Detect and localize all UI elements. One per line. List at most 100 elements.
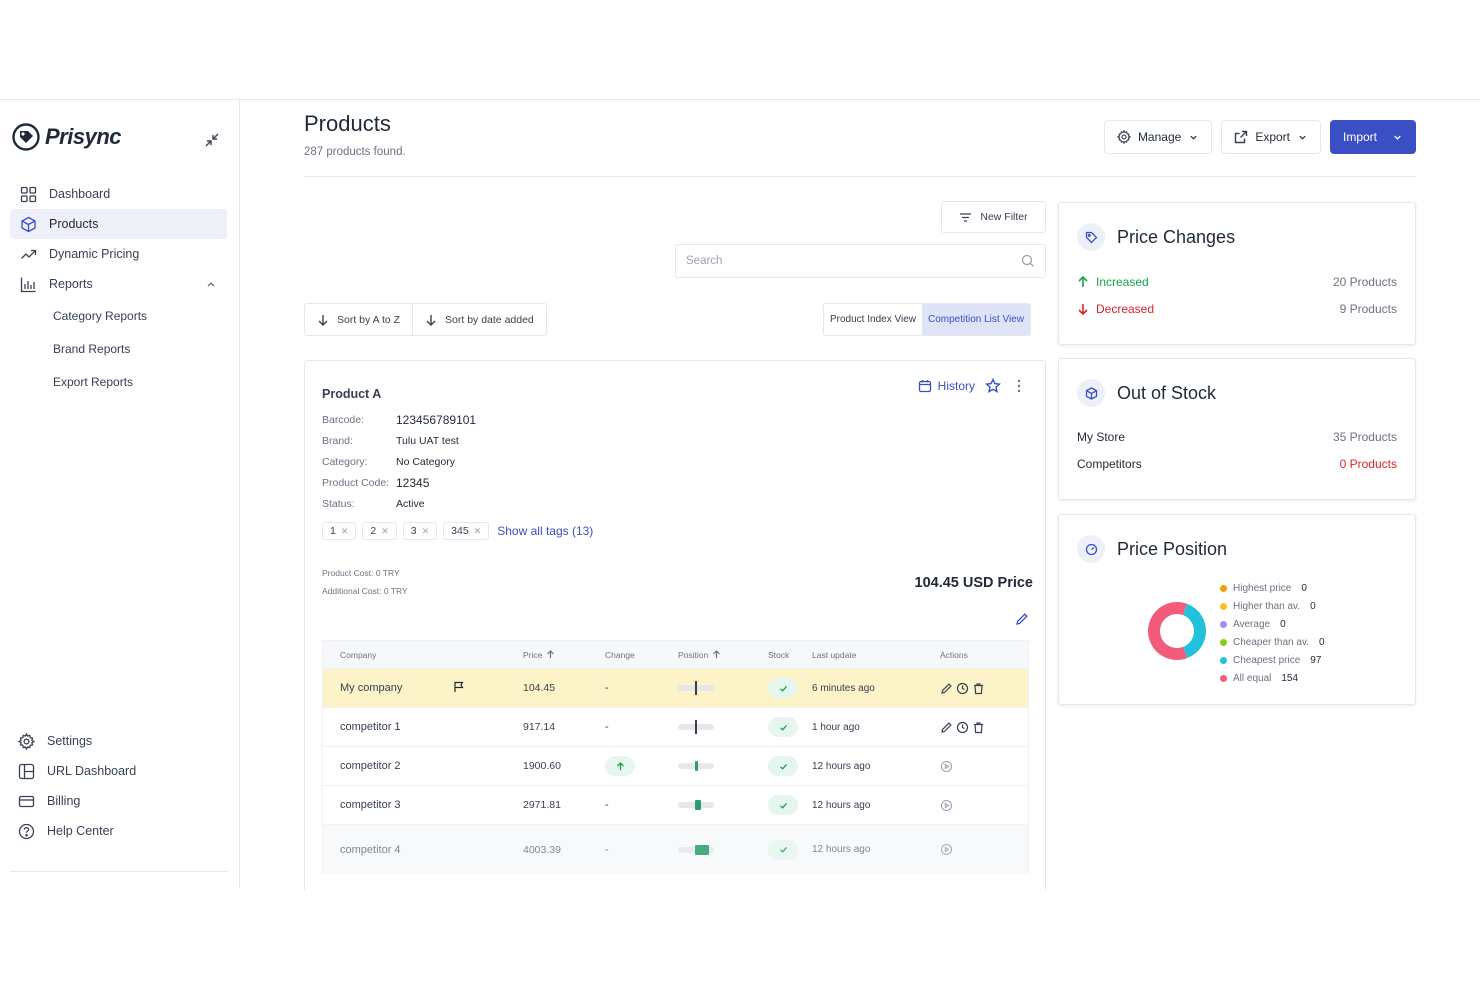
legend-label: Cheapest price — [1233, 654, 1301, 666]
detail-barcode: Barcode: 123456789101 — [322, 409, 476, 430]
sidebar-item-brand-reports[interactable]: Brand Reports — [53, 341, 131, 356]
history-button[interactable]: History — [918, 379, 975, 393]
play-circle-icon[interactable] — [940, 843, 953, 856]
legend-item[interactable]: Higher than av. 0 — [1220, 597, 1325, 615]
manage-button[interactable]: Manage — [1103, 120, 1213, 154]
play-circle-icon[interactable] — [940, 760, 953, 773]
new-filter-button[interactable]: New Filter — [941, 201, 1046, 233]
competition-list-view-button[interactable]: Competition List View — [921, 304, 1030, 335]
remove-tag-icon[interactable]: ✕ — [340, 525, 349, 536]
clock-icon[interactable] — [956, 721, 969, 734]
last-update: 6 minutes ago — [812, 682, 875, 694]
flag-icon[interactable] — [453, 681, 465, 693]
column-position[interactable]: Position — [678, 650, 768, 660]
calendar-icon — [918, 380, 931, 393]
legend-item[interactable]: Cheapest price 97 — [1220, 651, 1325, 669]
sidebar-item-dashboard[interactable]: Dashboard — [10, 179, 227, 209]
sidebar-item-settings[interactable]: Settings — [8, 726, 227, 756]
header-actions: Manage Export Import — [1103, 120, 1416, 154]
detail-label: Category: — [322, 455, 368, 468]
tag-chip: 345 ✕ — [443, 522, 490, 540]
sort-by-date-button[interactable]: Sort by date added — [412, 304, 546, 335]
detail-value: Tulu UAT test — [396, 434, 459, 447]
change-cell: - — [605, 721, 678, 733]
check-icon — [779, 685, 787, 692]
sidebar-item-products[interactable]: Products — [10, 209, 227, 239]
sidebar-item-dynamic-pricing[interactable]: Dynamic Pricing — [10, 239, 227, 269]
tag-icon — [1085, 231, 1097, 243]
edit-icon[interactable] — [940, 721, 953, 734]
change-value: - — [605, 843, 609, 856]
sidebar-item-category-reports[interactable]: Category Reports — [53, 308, 148, 323]
table-row[interactable]: My company 104.45 - 6 minutes ago — [322, 668, 1029, 707]
sidebar-item-reports[interactable]: Reports — [10, 269, 227, 299]
main-nav: Dashboard Products Dynamic Pricing Repor… — [10, 179, 227, 398]
sidebar-item-export-reports[interactable]: Export Reports — [53, 374, 134, 389]
legend-value: 0 — [1310, 600, 1316, 612]
trash-icon[interactable] — [972, 721, 985, 734]
legend-item[interactable]: All equal 154 — [1220, 669, 1325, 687]
search-input[interactable] — [686, 255, 1021, 267]
search-icon[interactable] — [1021, 254, 1035, 268]
table-row[interactable]: competitor 1 917.14 - 1 hour ago — [322, 707, 1029, 746]
sidebar-item-billing[interactable]: Billing — [8, 786, 227, 816]
last-update: 12 hours ago — [812, 760, 871, 772]
clock-icon[interactable] — [956, 682, 969, 695]
increased-row[interactable]: Increased 20 Products — [1077, 275, 1397, 289]
star-icon[interactable] — [985, 378, 1001, 394]
in-stock-badge — [768, 839, 798, 860]
product-index-view-button[interactable]: Product Index View — [830, 314, 916, 325]
legend-label: All equal — [1233, 672, 1272, 684]
donut-slice[interactable] — [1182, 603, 1206, 659]
arrow-up-icon — [713, 650, 721, 658]
price-up-badge — [605, 756, 635, 776]
my-store-row[interactable]: My Store 35 Products — [1077, 430, 1397, 444]
play-circle-icon[interactable] — [940, 799, 953, 812]
position-bar — [678, 681, 714, 695]
sidebar-item-help-center[interactable]: Help Center — [8, 816, 227, 846]
sort-a-to-z-button[interactable]: Sort by A to Z — [305, 304, 412, 335]
grid-icon — [20, 186, 37, 202]
chevron-up-icon[interactable] — [205, 278, 217, 290]
table-row[interactable]: competitor 2 1900.60 12 hours ago — [322, 746, 1029, 785]
header-divider — [304, 176, 1417, 177]
filter-icon — [960, 212, 972, 222]
column-price[interactable]: Price — [523, 650, 605, 660]
sidebar-item-label: Dynamic Pricing — [49, 247, 140, 261]
legend-dot — [1220, 602, 1227, 610]
detail-label: Brand: — [322, 434, 353, 447]
price-changes-card: Price Changes Increased 20 Products Decr… — [1058, 202, 1416, 345]
competitors-row[interactable]: Competitors 0 Products — [1077, 457, 1397, 471]
donut-slice[interactable] — [1148, 602, 1188, 660]
donut-chart — [1148, 602, 1206, 660]
edit-price-icon[interactable] — [1015, 612, 1029, 626]
remove-tag-icon[interactable]: ✕ — [381, 525, 389, 536]
collapse-sidebar-icon[interactable] — [202, 130, 222, 150]
import-button[interactable]: Import — [1330, 120, 1416, 154]
edit-icon[interactable] — [940, 682, 953, 695]
decreased-row[interactable]: Decreased 9 Products — [1077, 302, 1397, 316]
detail-value: Active — [396, 497, 425, 510]
legend-item[interactable]: Average 0 — [1220, 615, 1325, 633]
remove-tag-icon[interactable]: ✕ — [473, 525, 482, 536]
more-vertical-icon[interactable] — [1011, 378, 1027, 394]
history-label: History — [937, 379, 975, 393]
show-all-tags-link[interactable]: Show all tags (13) — [497, 524, 594, 538]
chevron-down-icon — [1299, 135, 1306, 140]
logo[interactable]: Prisync — [11, 122, 122, 152]
change-value: - — [605, 799, 609, 811]
remove-tag-icon[interactable]: ✕ — [421, 525, 430, 536]
in-stock-badge — [768, 717, 798, 737]
logo-text: Prisync — [45, 124, 122, 149]
table-row[interactable]: competitor 3 2971.81 - 12 hours ago — [322, 785, 1029, 824]
legend-item[interactable]: Cheaper than av. 0 — [1220, 633, 1325, 651]
sidebar-item-url-dashboard[interactable]: URL Dashboard — [8, 756, 227, 786]
position-cell — [678, 720, 768, 734]
trash-icon[interactable] — [972, 682, 985, 695]
export-button[interactable]: Export — [1221, 120, 1321, 154]
table-row[interactable]: competitor 4 4003.39 - 12 hours ago — [322, 824, 1029, 874]
stock-cell — [768, 795, 812, 815]
tag-label: 2 — [370, 525, 377, 537]
legend-item[interactable]: Highest price 0 — [1220, 579, 1325, 597]
export-label: Export — [1255, 130, 1290, 144]
